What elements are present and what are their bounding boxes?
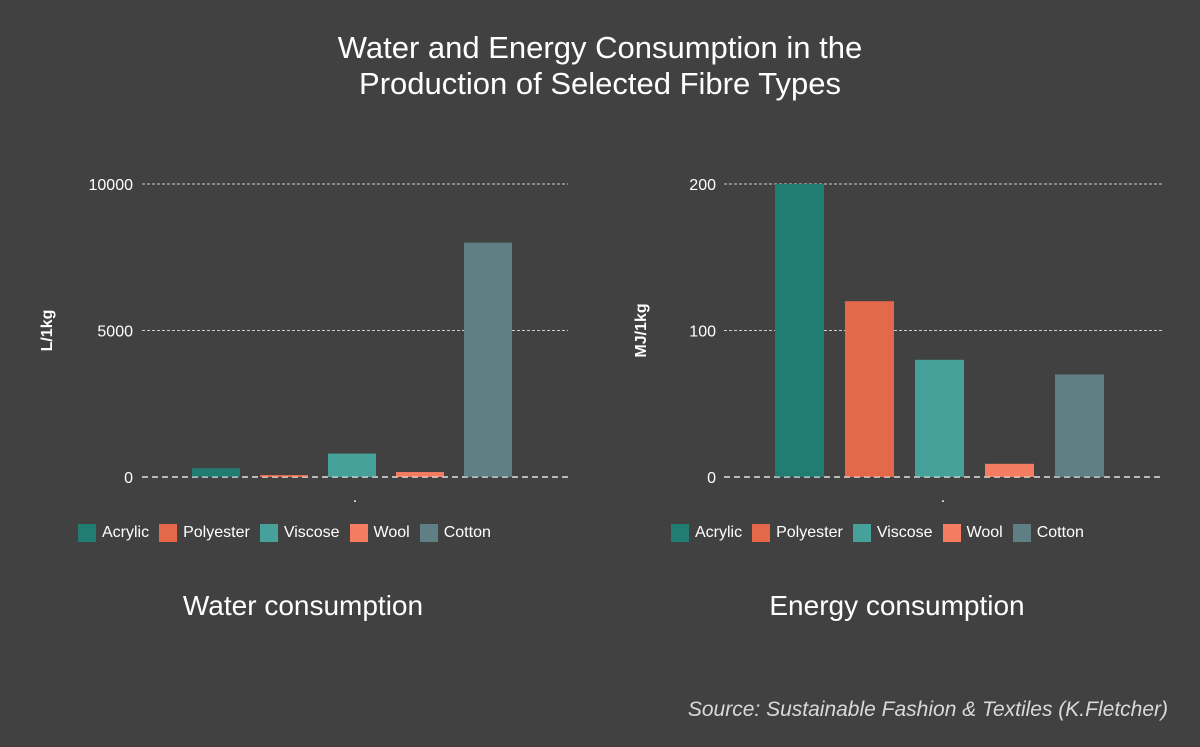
energy-legend: Acrylic Polyester Viscose Wool Cotton [671,524,1094,542]
legend-item-viscose: Viscose [852,524,933,542]
legend-label: Polyester [183,524,250,541]
legend-label: Polyester [776,524,843,541]
legend-label: Viscose [876,524,933,541]
legend-item-cotton: Cotton [419,524,491,542]
legend-item-wool: Wool [349,524,410,542]
legend-swatch [752,524,771,542]
legend-label: Acrylic [695,524,743,541]
water-bar-wool [396,472,444,477]
legend-swatch [942,524,961,542]
legend-label: Viscose [283,524,340,541]
legend-item-polyester: Polyester [159,524,250,542]
legend-swatch [671,524,689,542]
water-bar-polyester [260,475,308,477]
source-caption: Source: Sustainable Fashion & Textiles (… [687,698,1168,721]
water-x-label: . [353,489,357,506]
energy-y-axis-title: MJ/1kg [633,303,650,357]
water-legend: Acrylic Polyester Viscose Wool Cotton [78,524,501,542]
legend-item-viscose: Viscose [259,524,340,542]
chart-main-title: Water and Energy Consumption in the Prod… [0,30,1200,102]
energy-bar-wool [985,463,1034,477]
legend-label: Cotton [443,524,491,541]
energy-ytick-label: 200 [689,177,716,194]
water-panel-caption: Water consumption [182,590,424,621]
water-bar-cotton [464,242,512,477]
title-line-2: Production of Selected Fibre Types [359,66,841,101]
legend-label: Wool [373,524,410,541]
legend-swatch [259,524,278,542]
water-ytick-label: 10000 [89,177,134,194]
legend-label: Acrylic [102,524,150,541]
legend-swatch [159,524,178,542]
legend-item-acrylic: Acrylic [671,524,742,542]
water-ytick-label: 5000 [97,324,133,341]
energy-panel-caption: Energy consumption [769,590,1025,621]
title-line-1: Water and Energy Consumption in the [337,30,863,65]
legend-item-polyester: Polyester [752,524,843,542]
energy-ytick-label: 0 [707,470,716,487]
legend-swatch [349,524,368,542]
energy-ytick-label: 100 [689,324,716,341]
energy-x-label: . [941,489,945,506]
legend-swatch [852,524,871,542]
water-y-axis-title: L/1kg [39,310,56,352]
legend-swatch [419,524,438,542]
water-bar-viscose [328,453,376,477]
water-bar-acrylic [192,468,240,477]
energy-bar-cotton [1055,374,1104,477]
energy-bar-polyester [845,301,894,477]
legend-item-acrylic: Acrylic [78,524,149,542]
legend-swatch [78,524,96,542]
legend-item-cotton: Cotton [1012,524,1084,542]
legend-swatch [1012,524,1031,542]
water-ytick-label: 0 [124,470,133,487]
energy-bar-viscose [915,359,964,477]
legend-item-wool: Wool [942,524,1003,542]
legend-label: Cotton [1036,524,1084,541]
energy-bar-acrylic [775,184,824,477]
legend-label: Wool [966,524,1003,541]
